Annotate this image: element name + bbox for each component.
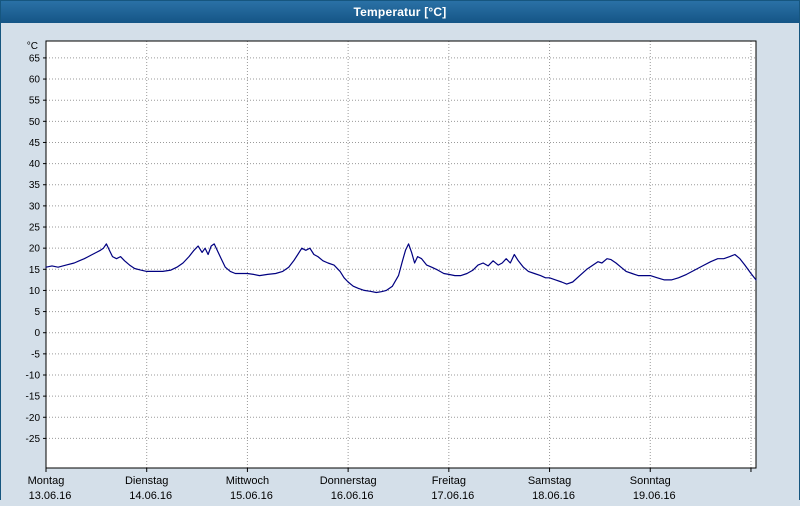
y-tick-label: 50 xyxy=(29,117,41,128)
title-bar: Temperatur [°C] xyxy=(1,1,799,23)
y-tick-label: -25 xyxy=(26,434,41,445)
chart-svg: 65605550454035302520151050-5-10-15-20-25… xyxy=(26,40,757,502)
y-tick-label: -20 xyxy=(26,413,41,424)
x-day-label: Samstag xyxy=(528,475,571,487)
y-tick-label: 40 xyxy=(29,159,41,170)
y-tick-label: 10 xyxy=(29,286,41,297)
x-date-label: 16.06.16 xyxy=(331,490,374,501)
x-date-label: 15.06.16 xyxy=(230,490,273,501)
plot-frame xyxy=(45,40,757,469)
x-day-label: Mittwoch xyxy=(226,475,269,487)
chart-area: 65 60 55 50 45 40 35 30 25 20 15 10 5 0 -5 -10 -15 -20 -25… xyxy=(1,23,799,506)
x-date-label: 18.06.16 xyxy=(532,490,575,501)
y-tick-label: 65 xyxy=(29,53,41,64)
y-tick-label: 20 xyxy=(29,244,41,255)
y-tick-label: 55 xyxy=(29,96,41,107)
x-date-label: 19.06.16 xyxy=(633,490,676,501)
page-title: Temperatur [°C] xyxy=(353,5,447,19)
y-tick-label: -15 xyxy=(26,392,41,403)
y-tick-label: 30 xyxy=(29,201,41,212)
x-day-label: Freitag xyxy=(432,475,466,487)
y-tick-label: 60 xyxy=(29,75,41,86)
plot-background xyxy=(46,41,756,468)
x-date-label: 13.06.16 xyxy=(29,490,72,501)
y-tick-label: -10 xyxy=(26,370,41,381)
y-tick-label: -5 xyxy=(31,349,40,360)
x-day-label: Sonntag xyxy=(630,475,671,487)
y-tick-label: 35 xyxy=(29,180,41,191)
temperature-line xyxy=(45,243,757,294)
y-tick-label: 5 xyxy=(34,307,40,318)
y-tick-label: 15 xyxy=(29,265,41,276)
y-tick-label: 45 xyxy=(29,138,41,149)
y-tick-label: 0 xyxy=(34,328,40,339)
x-day-label: Donnerstag xyxy=(320,475,377,487)
x-day-label: Montag xyxy=(28,475,65,487)
y-tick-label: 25 xyxy=(29,223,41,234)
x-day-label: Dienstag xyxy=(125,475,168,487)
y-axis-unit-label: °C xyxy=(27,41,38,52)
x-date-label: 17.06.16 xyxy=(431,490,474,501)
x-date-label: 14.06.16 xyxy=(129,490,172,501)
